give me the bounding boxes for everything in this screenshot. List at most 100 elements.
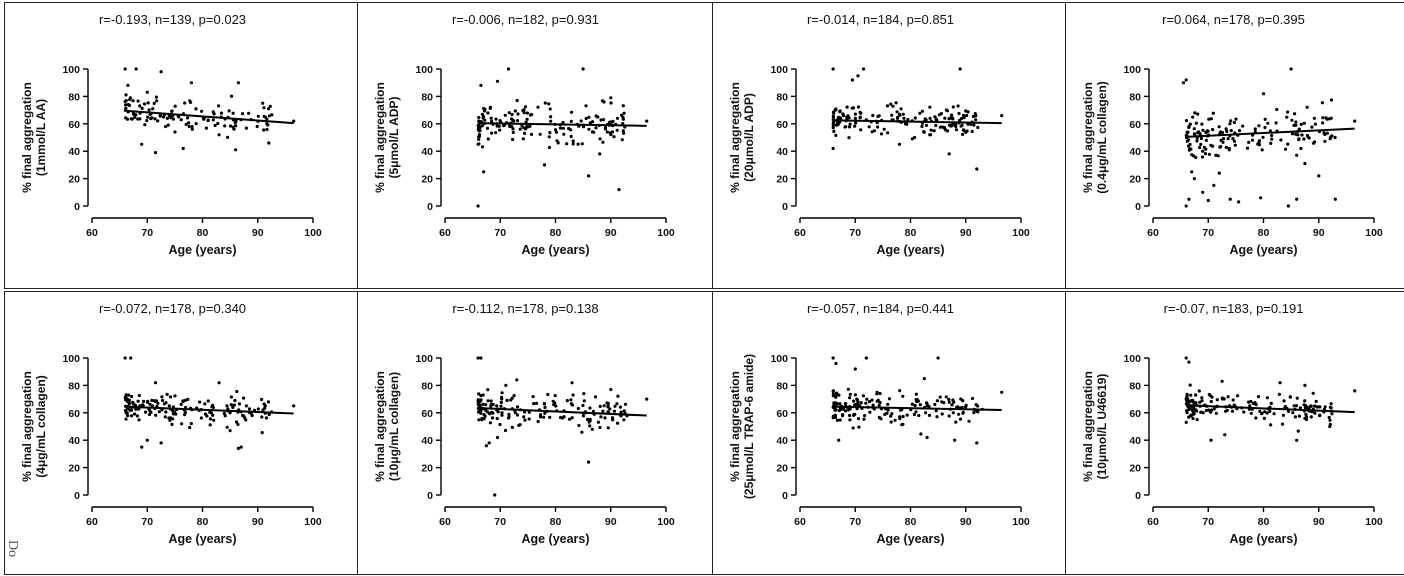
y-tick-label: 40 xyxy=(421,146,433,158)
data-point xyxy=(189,100,193,104)
data-point xyxy=(571,139,575,143)
data-point xyxy=(1184,119,1189,123)
data-point xyxy=(510,125,514,129)
data-point xyxy=(229,94,234,98)
data-point xyxy=(1226,137,1230,141)
data-point xyxy=(128,97,132,102)
data-point xyxy=(1192,127,1196,131)
data-point xyxy=(1207,408,1211,412)
data-point xyxy=(950,403,954,407)
data-point xyxy=(530,112,534,117)
data-point xyxy=(124,93,128,97)
data-point xyxy=(476,356,480,360)
data-point xyxy=(234,420,239,424)
data-point xyxy=(913,403,917,408)
data-point xyxy=(1297,127,1301,131)
data-point xyxy=(526,125,530,129)
data-point xyxy=(571,142,575,146)
data-point xyxy=(126,414,130,418)
data-point xyxy=(832,120,836,124)
data-point xyxy=(1294,120,1298,124)
data-point xyxy=(483,118,487,122)
data-point xyxy=(131,99,135,103)
x-tick-label: 80 xyxy=(905,227,917,239)
data-point xyxy=(174,412,178,416)
data-point xyxy=(1206,198,1210,203)
y-tick-label: 100 xyxy=(415,64,433,76)
data-point xyxy=(484,444,488,448)
data-point xyxy=(542,402,547,406)
data-point xyxy=(244,126,248,130)
y-tick-label: 100 xyxy=(770,64,788,76)
data-point xyxy=(889,102,893,106)
data-point xyxy=(481,393,485,397)
data-point xyxy=(1302,137,1306,141)
data-point xyxy=(231,111,235,115)
y-axis-label-line: % final aggregation xyxy=(20,82,34,193)
data-point xyxy=(265,117,269,121)
data-point xyxy=(256,407,260,411)
data-point xyxy=(142,102,147,106)
data-point xyxy=(867,400,872,404)
data-point xyxy=(1196,112,1200,116)
data-point xyxy=(599,118,603,122)
data-point xyxy=(1303,383,1307,387)
data-point xyxy=(1286,204,1290,208)
data-point xyxy=(579,119,583,123)
data-point xyxy=(900,423,904,427)
y-tick-label: 80 xyxy=(776,91,788,103)
data-point xyxy=(560,416,565,420)
data-point xyxy=(525,117,529,121)
regression-line xyxy=(1186,127,1355,138)
data-point xyxy=(906,118,910,122)
data-point xyxy=(1295,153,1299,157)
data-point xyxy=(855,397,859,401)
data-point xyxy=(129,408,134,412)
y-tick-label: 100 xyxy=(1123,64,1141,76)
y-tick-label: 0 xyxy=(427,490,433,502)
regression-line xyxy=(1186,404,1355,414)
panels: r=-0.193, n=139, p=0.023 0 20 40 60 80 100 60 70… xyxy=(20,12,1383,546)
y-axis-label: % final aggregation(10μmol/L U46619) xyxy=(1081,371,1109,482)
data-point xyxy=(1227,148,1231,152)
data-point xyxy=(1189,393,1193,397)
data-point xyxy=(494,117,498,121)
data-point xyxy=(1308,405,1312,409)
data-point xyxy=(853,367,857,371)
data-point xyxy=(1228,122,1232,126)
x-tick-label: 100 xyxy=(1365,516,1383,528)
data-point xyxy=(1314,399,1318,403)
data-point xyxy=(1204,408,1208,413)
y-axis-label-line: % final aggregation xyxy=(20,371,34,482)
data-point xyxy=(247,111,251,115)
data-point xyxy=(134,67,138,71)
data-point xyxy=(918,403,923,407)
data-point xyxy=(480,124,484,128)
data-point xyxy=(925,435,929,440)
data-point xyxy=(1192,412,1196,416)
data-point xyxy=(605,130,609,134)
data-point xyxy=(893,418,897,422)
data-point xyxy=(488,412,492,416)
data-point xyxy=(1185,394,1189,398)
data-point xyxy=(242,396,246,400)
data-point xyxy=(233,120,237,125)
data-point xyxy=(209,411,213,415)
data-point xyxy=(645,397,649,401)
data-point xyxy=(523,418,527,422)
data-point xyxy=(897,112,902,116)
data-point xyxy=(165,116,169,120)
data-point xyxy=(543,101,547,105)
data-point xyxy=(521,108,525,113)
data-point xyxy=(833,408,837,412)
data-point xyxy=(582,392,586,396)
data-point xyxy=(208,423,212,427)
data-point xyxy=(517,423,521,427)
data-point xyxy=(1207,152,1211,156)
data-point xyxy=(1190,170,1194,174)
data-point xyxy=(1318,405,1322,409)
data-point xyxy=(125,411,129,415)
data-point xyxy=(1233,143,1237,147)
data-point xyxy=(601,118,606,122)
data-point xyxy=(922,377,926,381)
